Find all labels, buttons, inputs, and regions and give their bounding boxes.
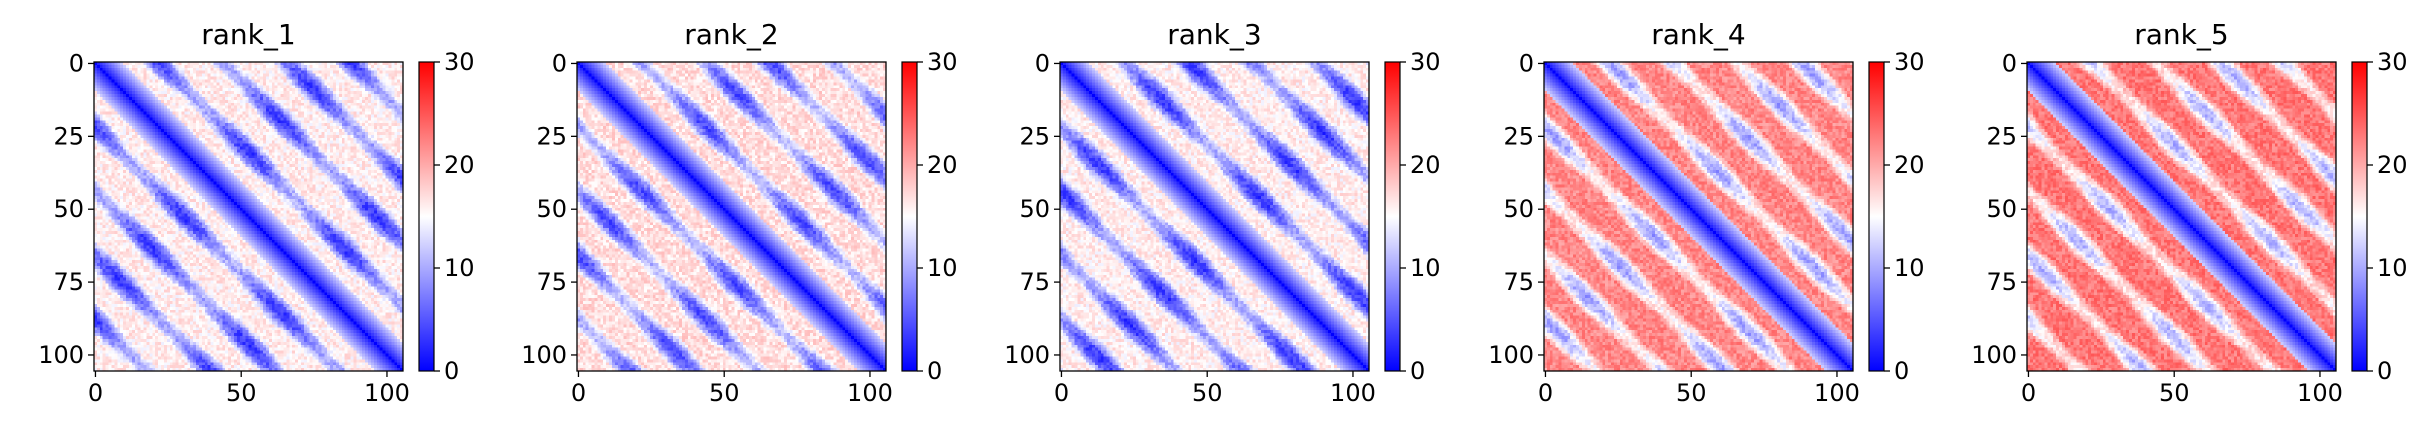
- colorbar-tick-label: 30: [927, 48, 958, 76]
- colorbar-tick-label: 30: [2377, 48, 2408, 76]
- x-tick-label: 0: [2021, 379, 2036, 407]
- colorbar-tick-label: 10: [2377, 254, 2408, 282]
- panel-title: rank_2: [684, 18, 778, 51]
- x-tick-label: 50: [2159, 379, 2190, 407]
- y-tick-label: 100: [1004, 341, 1050, 369]
- colorbar: [1868, 61, 1885, 372]
- x-tick-label: 100: [1330, 379, 1376, 407]
- colorbar: [418, 61, 435, 372]
- y-tick-label: 25: [1986, 122, 2017, 150]
- colorbar-tick-label: 20: [444, 151, 475, 179]
- x-tick-label: 0: [88, 379, 103, 407]
- y-tick-label: 50: [1986, 195, 2017, 223]
- y-tick-label: 25: [536, 122, 567, 150]
- y-tick-label: 100: [1971, 341, 2017, 369]
- colorbar-tick-label: 0: [2377, 357, 2392, 385]
- colorbar-tick-label: 0: [1410, 357, 1425, 385]
- y-tick-label: 50: [1503, 195, 1534, 223]
- axes-frame: [1059, 61, 1370, 372]
- x-tick-label: 50: [1192, 379, 1223, 407]
- colorbar-tick-label: 20: [1410, 151, 1441, 179]
- colorbar-tick-label: 10: [1410, 254, 1441, 282]
- colorbar-tick-label: 20: [927, 151, 958, 179]
- y-tick-label: 0: [69, 49, 84, 77]
- y-tick-label: 0: [552, 49, 567, 77]
- colorbar-tick-label: 0: [927, 357, 942, 385]
- colorbar-tick-label: 10: [1894, 254, 1925, 282]
- y-tick-label: 75: [536, 268, 567, 296]
- colorbar-tick-label: 10: [927, 254, 958, 282]
- panel-title: rank_4: [1651, 18, 1745, 51]
- x-tick-label: 0: [1538, 379, 1553, 407]
- x-tick-label: 0: [571, 379, 586, 407]
- axes-frame: [2026, 61, 2337, 372]
- y-tick-label: 25: [1019, 122, 1050, 150]
- heatmap-image: [577, 62, 886, 371]
- y-tick-label: 75: [1019, 268, 1050, 296]
- y-tick-label: 50: [1019, 195, 1050, 223]
- y-tick-label: 50: [536, 195, 567, 223]
- x-tick-label: 50: [226, 379, 257, 407]
- colorbar-tick-label: 30: [444, 48, 475, 76]
- y-tick-label: 100: [38, 341, 84, 369]
- x-tick-label: 50: [1676, 379, 1707, 407]
- y-tick-label: 0: [1035, 49, 1050, 77]
- colorbar: [901, 61, 918, 372]
- x-tick-label: 0: [1054, 379, 1069, 407]
- y-tick-label: 100: [1488, 341, 1534, 369]
- heatmap-image: [1544, 62, 1853, 371]
- x-tick-label: 100: [847, 379, 893, 407]
- panel-title: rank_5: [2134, 18, 2228, 51]
- y-tick-label: 75: [1986, 268, 2017, 296]
- y-tick-label: 100: [521, 341, 567, 369]
- y-tick-label: 25: [53, 122, 84, 150]
- y-tick-label: 75: [53, 268, 84, 296]
- colorbar-tick-label: 0: [444, 357, 459, 385]
- colorbar-tick-label: 30: [1894, 48, 1925, 76]
- axes-frame: [93, 61, 404, 372]
- colorbar-tick-label: 10: [444, 254, 475, 282]
- colorbar-tick-label: 0: [1894, 357, 1909, 385]
- colorbar: [1384, 61, 1401, 372]
- heatmap-image: [94, 62, 403, 371]
- colorbar-tick-label: 20: [2377, 151, 2408, 179]
- panel-title: rank_3: [1167, 18, 1261, 51]
- x-tick-label: 100: [364, 379, 410, 407]
- y-tick-label: 0: [1519, 49, 1534, 77]
- heatmap-image: [1060, 62, 1369, 371]
- colorbar: [2351, 61, 2368, 372]
- axes-frame: [576, 61, 887, 372]
- heatmap-image: [2027, 62, 2336, 371]
- y-tick-label: 75: [1503, 268, 1534, 296]
- y-tick-label: 25: [1503, 122, 1534, 150]
- x-tick-label: 50: [709, 379, 740, 407]
- y-tick-label: 50: [53, 195, 84, 223]
- colorbar-tick-label: 30: [1410, 48, 1441, 76]
- x-tick-label: 100: [1814, 379, 1860, 407]
- panel-title: rank_1: [201, 18, 295, 51]
- x-tick-label: 100: [2297, 379, 2343, 407]
- y-tick-label: 0: [2002, 49, 2017, 77]
- colorbar-tick-label: 20: [1894, 151, 1925, 179]
- axes-frame: [1543, 61, 1854, 372]
